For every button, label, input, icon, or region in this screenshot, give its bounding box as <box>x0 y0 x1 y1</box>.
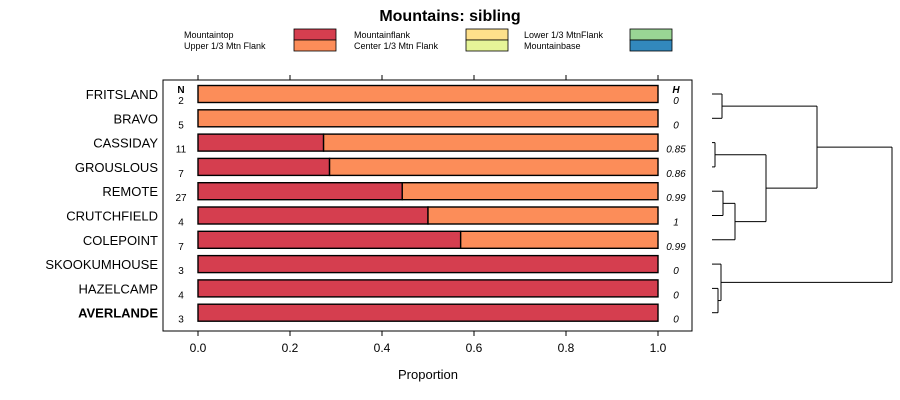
row-label-colepoint: COLEPOINT <box>83 233 158 248</box>
n-value: 7 <box>178 242 184 253</box>
n-value: 4 <box>178 218 184 229</box>
bar-bravo-upper-1-3-mtn-flank <box>197 109 659 128</box>
row-label-fritsland: FRITSLAND <box>86 87 158 102</box>
bar-colepoint-upper-1-3-mtn-flank <box>459 230 659 250</box>
legend-label-lower-1-3-mtnflank: Lower 1/3 MtnFlank <box>524 30 604 40</box>
bar-hazelcamp-mountaintop <box>197 279 659 298</box>
dendrogram <box>712 93 893 314</box>
n-value: 27 <box>175 193 187 204</box>
bar-remote-mountaintop <box>197 181 403 201</box>
h-value: 0 <box>673 315 679 326</box>
legend-swatch-mountainflank <box>465 28 509 41</box>
n-value: 7 <box>178 169 184 180</box>
panel-border <box>162 79 693 332</box>
legend-label-mountaintop: Mountaintop <box>184 30 234 40</box>
row-label-hazelcamp: HAZELCAMP <box>79 281 158 296</box>
bar-colepoint-mountaintop <box>197 230 462 250</box>
x-tick-label: 1.0 <box>650 341 667 355</box>
row-label-grouslous: GROUSLOUS <box>75 160 158 175</box>
n-value: 4 <box>178 290 184 301</box>
x-tick-label: 0.4 <box>374 341 391 355</box>
x-axis-title: Proportion <box>398 367 458 382</box>
h-value: 0.85 <box>666 145 686 156</box>
n-header: N <box>177 85 184 96</box>
legend-swatch-mountainbase <box>629 39 673 52</box>
plot-panel: 0.0 0.2 0.4 0.6 0.8 1.0 Proportion N H FRITSLAND 2… <box>45 75 693 382</box>
row-label-crutchfield: CRUTCHFIELD <box>66 209 158 224</box>
row-label-averlande: AVERLANDE <box>78 306 158 321</box>
legend-swatch-upper-1-3-mtn-flank <box>293 39 337 52</box>
n-value: 11 <box>176 145 187 156</box>
bar-grouslous-mountaintop <box>197 157 331 177</box>
bar-remote-upper-1-3-mtn-flank <box>401 181 659 201</box>
legend-label-center-1-3-mtn-flank: Center 1/3 Mtn Flank <box>354 41 439 51</box>
chart-title: Mountains: sibling <box>379 8 520 25</box>
row-label-remote: REMOTE <box>102 184 158 199</box>
bar-crutchfield-mountaintop <box>197 206 429 225</box>
bar-averlande-mountaintop <box>197 303 659 322</box>
h-value: 0 <box>673 290 679 301</box>
h-value: 0.99 <box>666 242 686 253</box>
bar-skookumhouse-mountaintop <box>197 254 659 274</box>
legend-label-upper-1-3-mtn-flank: Upper 1/3 Mtn Flank <box>184 41 266 51</box>
n-value: 2 <box>178 96 184 107</box>
row-label-skookumhouse: SKOOKUMHOUSE <box>45 257 158 272</box>
legend-swatch-lower-1-3-mtnflank <box>629 28 673 41</box>
legend-label-mountainbase: Mountainbase <box>524 41 581 51</box>
h-value: 0 <box>673 266 679 277</box>
bar-grouslous-upper-1-3-mtn-flank <box>328 157 659 177</box>
h-header: H <box>672 85 680 96</box>
row-label-bravo: BRAVO <box>113 111 158 126</box>
bar-cassiday-upper-1-3-mtn-flank <box>322 133 659 152</box>
legend-label-mountainflank: Mountainflank <box>354 30 411 40</box>
x-tick-label: 0.6 <box>466 341 483 355</box>
bar-cassiday-mountaintop <box>197 133 325 152</box>
n-value: 3 <box>178 266 184 277</box>
x-tick-label: 0.2 <box>282 341 299 355</box>
h-value: 0 <box>673 120 679 131</box>
bar-fritsland-upper-1-3-mtn-flank <box>197 84 659 104</box>
h-value: 0 <box>673 96 679 107</box>
row-label-cassiday: CASSIDAY <box>93 136 158 151</box>
legend-swatch-center-1-3-mtn-flank <box>465 39 509 52</box>
x-tick-label: 0.8 <box>558 341 575 355</box>
x-tick-label: 0.0 <box>190 341 207 355</box>
h-value: 1 <box>673 218 679 229</box>
legend-swatch-mountaintop <box>293 28 337 41</box>
n-value: 3 <box>178 315 184 326</box>
h-value: 0.99 <box>666 193 686 204</box>
h-value: 0.86 <box>666 169 686 180</box>
bar-crutchfield-upper-1-3-mtn-flank <box>427 206 659 225</box>
n-value: 5 <box>178 120 184 131</box>
